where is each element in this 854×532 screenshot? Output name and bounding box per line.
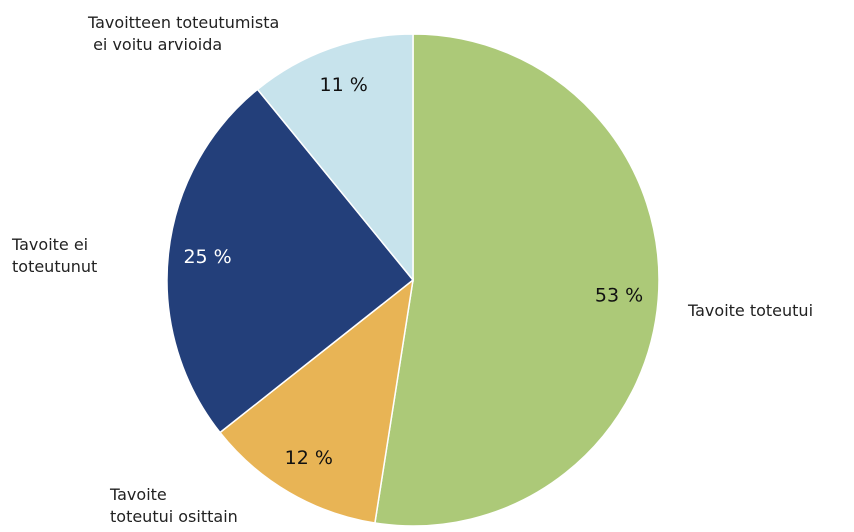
category-label: Tavoite toteutui	[688, 301, 814, 320]
category-label: Tavoitteen toteutumista ei voitu arvioid…	[88, 13, 280, 54]
data-label: 11 %	[320, 74, 368, 96]
pie-slice	[166, 88, 415, 434]
pie-slice	[218, 278, 415, 524]
pie-slice	[374, 33, 660, 527]
category-label: Tavoite toteutui osittain	[110, 485, 238, 526]
category-label: Tavoite ei toteutunut	[12, 235, 98, 276]
data-label: 12 %	[285, 447, 333, 469]
pie-slice	[256, 33, 414, 283]
data-label: 25 %	[183, 246, 231, 268]
data-label: 53 %	[595, 285, 643, 307]
